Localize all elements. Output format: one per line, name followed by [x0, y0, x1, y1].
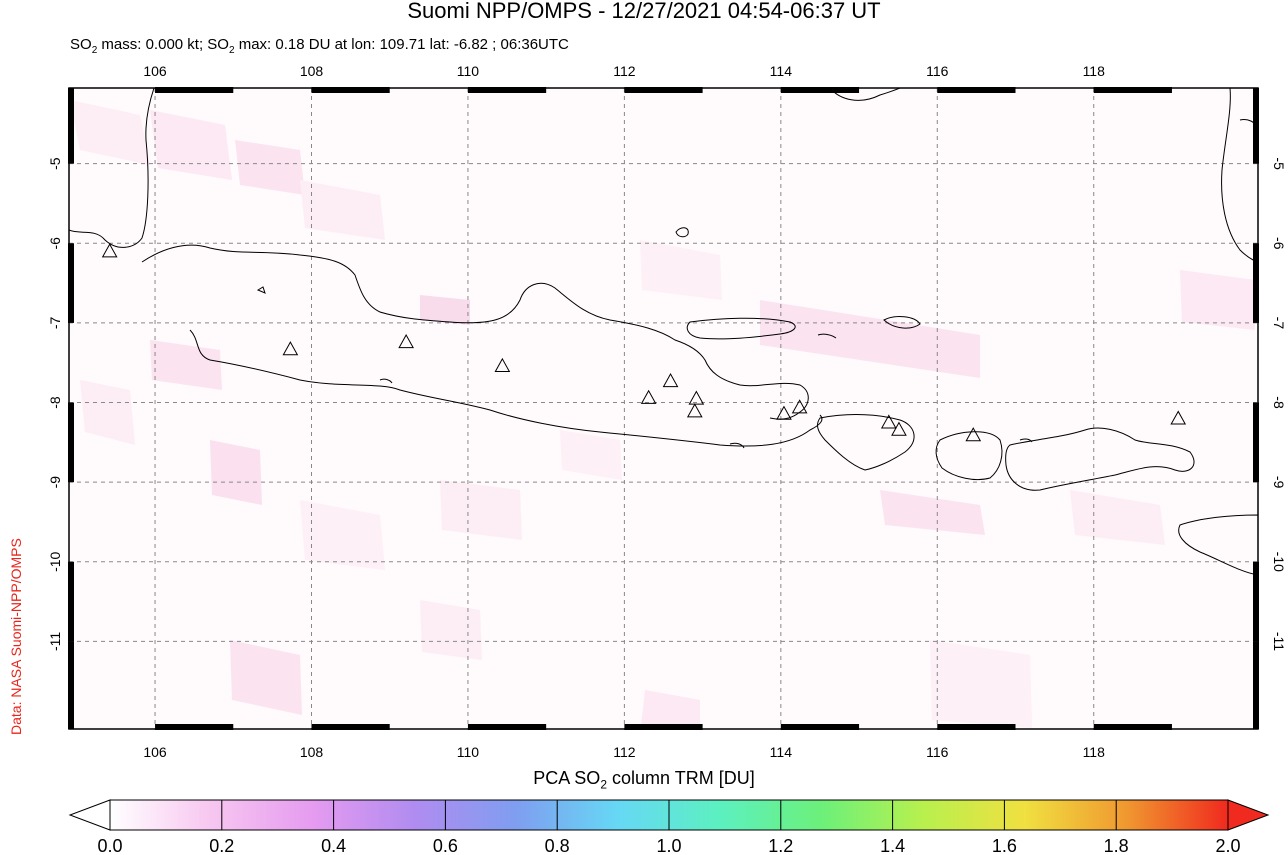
colorbar-tick-label: 0.6 [433, 836, 458, 855]
volcano-marker [686, 403, 703, 418]
colorbar-tick-label: 1.8 [1104, 836, 1129, 855]
lon-tick-label: 108 [300, 63, 324, 79]
frame-bars [68, 87, 1259, 730]
colorbar-tick-label: 1.0 [656, 836, 681, 855]
frame-bar [68, 402, 74, 483]
frame-bar [467, 724, 547, 730]
volcano-marker [101, 243, 118, 258]
lat-tick-label: -6 [47, 237, 63, 250]
colorbar-tick-label: 0.0 [97, 836, 122, 855]
coastlines [69, 88, 1258, 576]
lon-tick-label: 106 [143, 744, 167, 760]
colorbar-tick-label: 1.2 [768, 836, 793, 855]
lat-axis-left: -5 -6 -7 -8 -9 -10 -11 [47, 157, 63, 651]
colorbar-tick-label: 1.4 [880, 836, 905, 855]
frame-bar [780, 87, 860, 93]
colorbar-tick-label: 2.0 [1215, 836, 1240, 855]
map-background [69, 88, 1258, 729]
lat-tick-label: -7 [47, 316, 63, 329]
lon-tick-label: 114 [770, 63, 793, 79]
lon-tick-label: 116 [926, 63, 949, 79]
lat-tick-label: -5 [1271, 157, 1287, 170]
volcano-marker [1170, 410, 1187, 425]
lon-tick-label: 114 [770, 744, 793, 760]
lon-tick-label: 112 [613, 63, 636, 79]
colorbar-label: PCA SO2 column TRM [DU] [533, 768, 755, 792]
frame-bar [624, 724, 703, 730]
lon-tick-label: 108 [300, 744, 324, 760]
frame-bar [1093, 87, 1172, 93]
volcano-marker [640, 389, 657, 404]
lat-axis-right: -5 -6 -7 -8 -9 -10 -11 [1271, 157, 1287, 651]
lon-tick-label: 116 [926, 744, 949, 760]
frame-bar [780, 724, 860, 730]
lon-axis-bottom: 106 108 110 112 114 116 118 [143, 744, 1105, 760]
lon-tick-label: 112 [613, 744, 636, 760]
lon-tick-label: 106 [143, 63, 167, 79]
colorbar-tick-label: 0.8 [545, 836, 570, 855]
frame-bar [937, 724, 1016, 730]
lon-tick-label: 118 [1083, 744, 1106, 760]
lat-tick-label: -8 [47, 396, 63, 409]
lon-tick-label: 110 [457, 744, 480, 760]
lat-tick-label: -9 [47, 476, 63, 489]
frame-bar [937, 87, 1016, 93]
map-title: Suomi NPP/OMPS - 12/27/2021 04:54-06:37 … [407, 0, 881, 23]
volcano-marker [891, 421, 907, 436]
lon-tick-label: 110 [457, 63, 480, 79]
frame-bar [155, 87, 234, 93]
lat-tick-label: -5 [47, 157, 63, 170]
volcano-marker [494, 357, 511, 372]
frame-bar [1253, 561, 1259, 642]
volcano-marker [688, 390, 705, 405]
lat-tick-label: -8 [1271, 396, 1287, 409]
colorbar: 0.0 0.2 0.4 0.6 0.8 1.0 1.2 1.4 1.6 1.8 2.0 [68, 799, 1270, 855]
colorbar-max-arrow [1227, 799, 1270, 831]
lat-tick-label: -10 [1271, 552, 1287, 572]
frame-bar [68, 561, 74, 642]
volcano-marker [662, 372, 679, 388]
colorbar-ticks: 0.0 0.2 0.4 0.6 0.8 1.0 1.2 1.4 1.6 1.8 2.0 [97, 800, 1241, 855]
frame-bar [1093, 724, 1172, 730]
lat-tick-label: -6 [1271, 237, 1287, 250]
frame-bar [311, 87, 390, 93]
frame-bar [155, 724, 234, 730]
lat-tick-label: -11 [47, 632, 63, 651]
frame-bar [68, 88, 74, 164]
frame-bar [1253, 88, 1259, 164]
frame-bar [624, 87, 703, 93]
frame-bar [1253, 243, 1259, 323]
colorbar-tick-label: 0.2 [209, 836, 234, 855]
frame-bar [68, 641, 74, 729]
volcano-marker [282, 341, 299, 356]
colorbar-tick-label: 1.6 [992, 836, 1017, 855]
frame-bar [1253, 402, 1259, 483]
frame-bar [467, 87, 547, 93]
colorbar-tick-label: 0.4 [321, 836, 346, 855]
volcano-markers [101, 243, 1187, 442]
lat-tick-label: -7 [1271, 317, 1287, 330]
volcano-marker [880, 414, 897, 429]
frame-bar [1253, 641, 1259, 729]
colorbar-min-arrow [68, 799, 111, 831]
volcano-marker [791, 399, 808, 414]
lat-tick-label: -9 [1271, 476, 1287, 489]
lat-tick-label: -11 [1271, 632, 1287, 651]
frame-bar [68, 243, 74, 323]
frame-bar [311, 724, 390, 730]
so2-summary: SO2 mass: 0.000 kt; SO2 max: 0.18 DU at … [70, 36, 569, 56]
lon-axis-top: 106 108 110 112 114 116 118 [143, 63, 1105, 79]
lat-tick-label: -10 [47, 551, 63, 571]
graticule [69, 88, 1258, 729]
volcano-marker [776, 405, 792, 420]
lon-tick-label: 118 [1083, 63, 1106, 79]
volcano-marker [398, 333, 414, 349]
so2-pixel-layer [70, 100, 1255, 729]
volcano-marker [965, 427, 982, 442]
